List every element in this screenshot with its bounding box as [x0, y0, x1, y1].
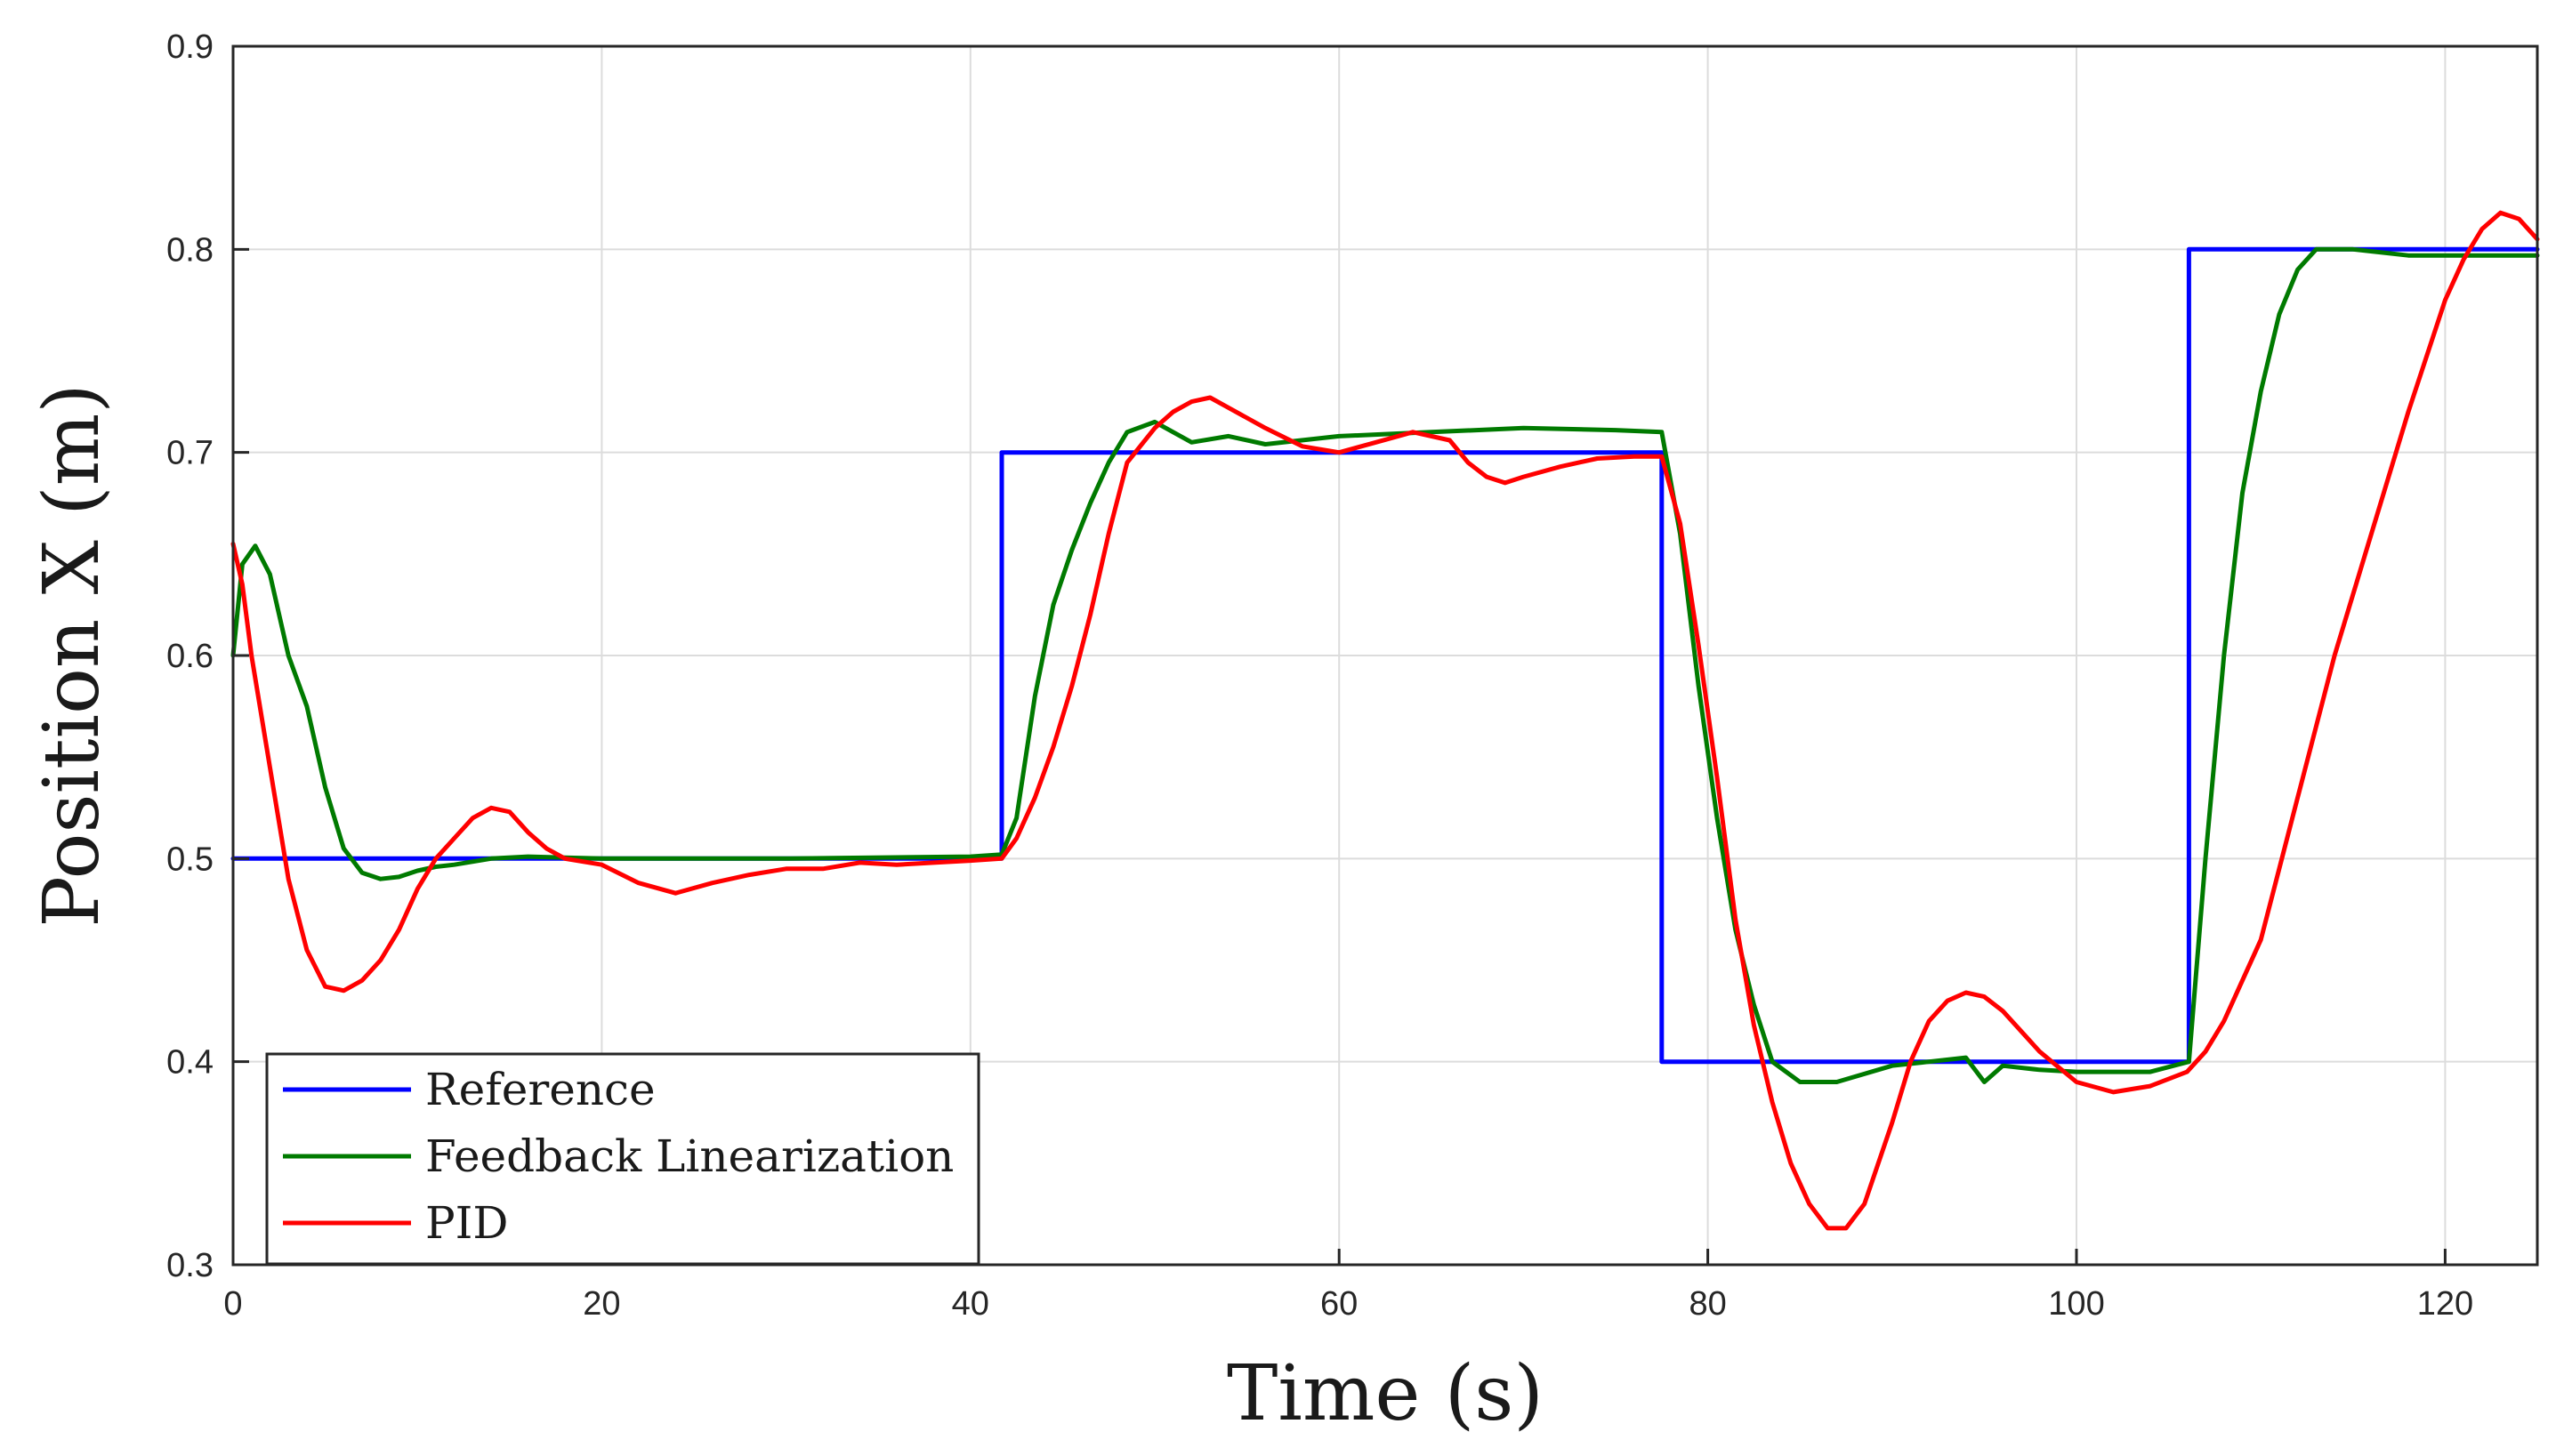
legend-label-reference: Reference: [425, 1064, 656, 1115]
x-tick-label: 120: [2417, 1285, 2473, 1323]
y-tick-label: 0.9: [166, 28, 214, 66]
x-tick-label: 80: [1689, 1285, 1726, 1323]
y-tick-label: 0.4: [166, 1044, 214, 1082]
x-tick-label: 0: [223, 1285, 242, 1323]
y-tick-label: 0.8: [166, 231, 214, 269]
series-lines: [230, 210, 2540, 1231]
legend-label-feedback-linearization: Feedback Linearization: [425, 1130, 954, 1182]
y-tick-label: 0.3: [166, 1247, 214, 1284]
series-line-reference: [230, 246, 2540, 1065]
y-tick-label: 0.6: [166, 638, 214, 675]
y-tick-label: 0.5: [166, 841, 214, 878]
axis-tick-labels: 0 20 40 60 80 100 120 0.3 0.4 0.5 0.6 0.7 0.8 0.9: [166, 28, 2473, 1323]
x-tick-label: 40: [952, 1285, 989, 1323]
series-line-feedback-linearization: [230, 246, 2540, 1084]
legend-label-pid: PID: [425, 1197, 508, 1249]
legend: Reference Feedback Linearization PID: [265, 1052, 980, 1266]
y-axis-label: Position X (m): [28, 383, 117, 928]
x-tick-label: 20: [583, 1285, 620, 1323]
x-tick-label: 100: [2048, 1285, 2104, 1323]
x-tick-label: 60: [1320, 1285, 1358, 1323]
y-tick-label: 0.7: [166, 435, 214, 472]
x-axis-label: Time (s): [1227, 1349, 1544, 1438]
series-line-pid: [230, 210, 2540, 1231]
